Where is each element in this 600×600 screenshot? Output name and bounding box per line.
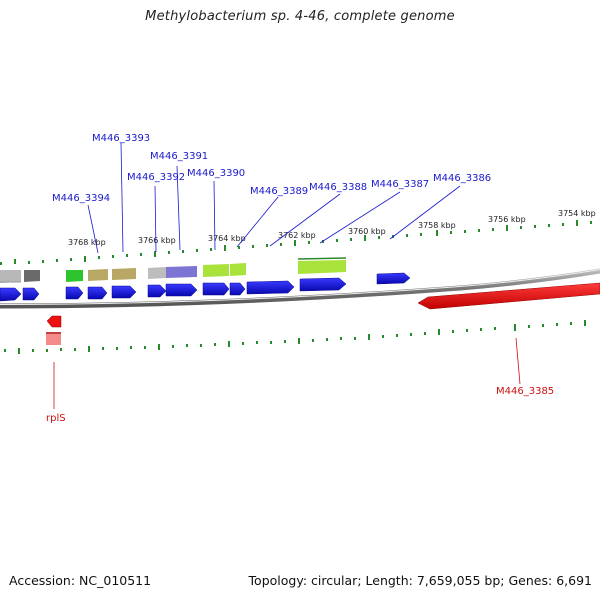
gene-arrow xyxy=(376,272,411,285)
category-block xyxy=(24,270,40,282)
gene-label: M446_3392 xyxy=(127,172,185,183)
category-block xyxy=(166,266,197,278)
scale-label: 3764 kbp xyxy=(208,234,246,243)
gene-label: M446_3391 xyxy=(150,151,208,162)
category-block xyxy=(297,257,347,260)
forward-genes xyxy=(0,272,411,302)
category-block xyxy=(46,334,61,345)
gene-arrow xyxy=(202,282,230,296)
scale-label: 3756 kbp xyxy=(488,215,526,224)
scale-label: 3768 kbp xyxy=(68,238,106,247)
gene-label: M446_3388 xyxy=(309,182,367,193)
gene-label: M446_3394 xyxy=(52,193,110,204)
category-block xyxy=(230,263,246,276)
accession-info: Accession: NC_010511 xyxy=(9,573,151,588)
gene-label: M446_3390 xyxy=(187,168,245,179)
scale-label: 3758 kbp xyxy=(418,221,456,230)
gene-label: M446_3387 xyxy=(371,179,429,190)
scale-label: 3766 kbp xyxy=(138,236,176,245)
gene-arrow xyxy=(111,285,137,299)
label-leaders-reverse xyxy=(53,337,521,409)
reverse-genes xyxy=(46,282,600,345)
category-block xyxy=(148,267,166,279)
gene-arrow xyxy=(22,287,40,301)
gene-arrow xyxy=(229,282,246,296)
gene-labels-reverse: rplS M446_3385 xyxy=(46,386,554,424)
scale-label: 3762 kbp xyxy=(278,231,316,240)
genome-stats: Topology: circular; Length: 7,659,055 bp… xyxy=(248,573,592,588)
topology-value: circular xyxy=(311,573,358,588)
length-label: Length: xyxy=(365,573,413,588)
accession-value: NC_010511 xyxy=(79,573,152,588)
gene-arrow xyxy=(246,280,295,295)
accession-label: Accession: xyxy=(9,573,76,588)
gene-arrow xyxy=(165,283,198,297)
gene-labels-forward: M446_3394 M446_3393 M446_3392 M446_3391 … xyxy=(52,133,491,204)
gene-label: M446_3386 xyxy=(433,173,491,184)
gene-arrow xyxy=(0,287,22,302)
genome-backbone xyxy=(0,268,600,309)
label-leaders-forward xyxy=(87,142,461,254)
category-block xyxy=(66,270,83,282)
gene-arrow xyxy=(299,277,347,292)
category-block xyxy=(203,264,229,277)
category-block xyxy=(0,270,21,283)
scale-labels: 3768 kbp 3766 kbp 3764 kbp 3762 kbp 3760… xyxy=(68,209,596,247)
category-blocks xyxy=(0,257,347,283)
gene-arrow xyxy=(147,284,167,298)
inner-scale-ticks xyxy=(4,320,586,354)
category-block xyxy=(88,269,108,281)
gene-arrow xyxy=(417,282,600,310)
gene-arrow xyxy=(87,286,108,300)
gene-label: M446_3393 xyxy=(92,133,150,144)
gene-label: rplS xyxy=(46,413,66,424)
genes-label: Genes: xyxy=(508,573,553,588)
scale-label: 3754 kbp xyxy=(558,209,596,218)
gene-arrow xyxy=(46,315,62,328)
topology-label: Topology: xyxy=(248,573,308,588)
gene-arrow xyxy=(65,286,84,300)
scale-label: 3760 kbp xyxy=(348,227,386,236)
genes-value: 6,691 xyxy=(556,573,592,588)
gene-label: M446_3389 xyxy=(250,186,308,197)
category-block xyxy=(112,268,136,280)
gene-label: M446_3385 xyxy=(496,386,554,397)
length-value: 7,659,055 bp xyxy=(416,573,501,588)
map-title: Methylobacterium sp. 4-46, complete geno… xyxy=(145,9,455,24)
category-block xyxy=(298,260,346,274)
